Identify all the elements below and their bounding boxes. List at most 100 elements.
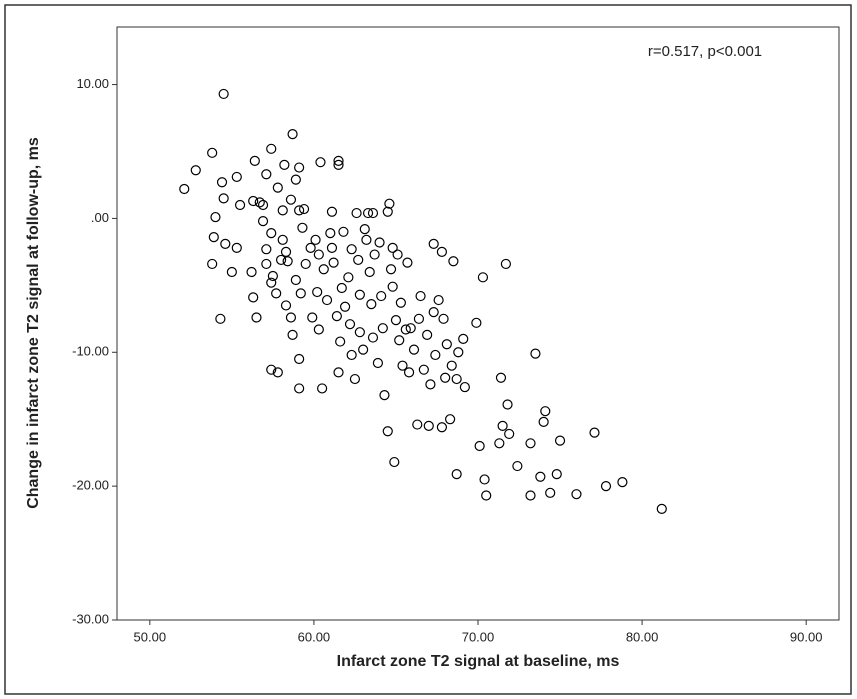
point <box>354 289 365 300</box>
point <box>441 339 452 350</box>
point <box>428 238 439 249</box>
point <box>436 246 447 257</box>
point <box>382 426 393 437</box>
point <box>210 211 221 223</box>
point <box>361 234 372 245</box>
point <box>538 416 549 427</box>
point <box>333 367 344 378</box>
point <box>369 249 380 260</box>
point <box>430 349 441 361</box>
x-tick-label: 90.00 <box>790 629 823 644</box>
point <box>280 246 292 257</box>
point <box>500 258 511 270</box>
point <box>287 329 298 340</box>
point <box>328 257 339 268</box>
point <box>413 313 425 324</box>
point <box>280 300 292 311</box>
point <box>359 224 370 235</box>
point <box>226 266 237 278</box>
point <box>315 157 326 168</box>
point <box>379 390 390 401</box>
point <box>317 383 328 394</box>
point <box>349 373 361 385</box>
point <box>440 372 451 383</box>
point <box>446 360 457 371</box>
point <box>397 360 408 371</box>
point <box>412 419 423 430</box>
y-tick-label: -10.00 <box>72 344 109 359</box>
point <box>453 347 464 358</box>
point <box>220 238 231 249</box>
point <box>277 234 288 245</box>
point <box>277 205 288 216</box>
point <box>436 422 447 433</box>
point <box>353 254 364 266</box>
point <box>358 344 369 355</box>
point <box>408 344 420 355</box>
point <box>272 367 283 378</box>
point <box>346 349 357 361</box>
point <box>600 481 612 492</box>
point <box>402 257 413 268</box>
point <box>481 490 492 501</box>
point <box>326 206 338 217</box>
point <box>395 297 406 308</box>
point <box>325 228 336 239</box>
point <box>554 435 566 446</box>
point <box>422 329 433 340</box>
point <box>346 244 357 255</box>
point <box>215 313 226 324</box>
point <box>179 183 190 195</box>
point <box>297 222 308 233</box>
point <box>389 456 400 468</box>
point <box>403 367 415 378</box>
point <box>405 323 416 334</box>
point <box>477 272 489 283</box>
point <box>285 312 297 323</box>
point <box>248 195 259 207</box>
point <box>344 319 356 330</box>
point <box>313 249 324 260</box>
point <box>248 292 259 303</box>
point <box>445 414 456 425</box>
point <box>423 420 434 432</box>
point <box>287 128 298 140</box>
point <box>364 266 375 278</box>
y-tick-label: -30.00 <box>72 611 109 626</box>
point <box>497 420 508 432</box>
point <box>267 270 278 282</box>
point <box>279 159 290 170</box>
point <box>231 171 242 183</box>
point <box>271 288 282 299</box>
point <box>551 468 562 480</box>
point <box>207 258 218 270</box>
point <box>400 324 411 335</box>
point <box>307 312 318 323</box>
point <box>448 256 459 267</box>
point <box>343 272 354 283</box>
point <box>451 468 462 480</box>
point <box>374 237 385 248</box>
point <box>305 242 316 253</box>
point <box>251 312 262 323</box>
point <box>290 274 301 286</box>
point <box>290 174 301 185</box>
x-tick-label: 60.00 <box>298 629 331 644</box>
annotation: r=0.517, p<0.001 <box>648 43 762 60</box>
x-tick-label: 50.00 <box>134 629 167 644</box>
point <box>387 281 398 292</box>
point <box>275 254 287 266</box>
point <box>479 474 490 485</box>
x-axis-title: Infarct zone T2 signal at baseline, ms <box>337 653 620 670</box>
point <box>266 364 277 375</box>
point <box>377 323 388 334</box>
point <box>294 162 305 173</box>
point <box>254 197 265 208</box>
point <box>362 207 374 219</box>
point <box>545 487 556 498</box>
point <box>312 286 323 298</box>
point <box>313 324 324 335</box>
outer-frame <box>4 4 852 695</box>
point <box>504 428 515 440</box>
